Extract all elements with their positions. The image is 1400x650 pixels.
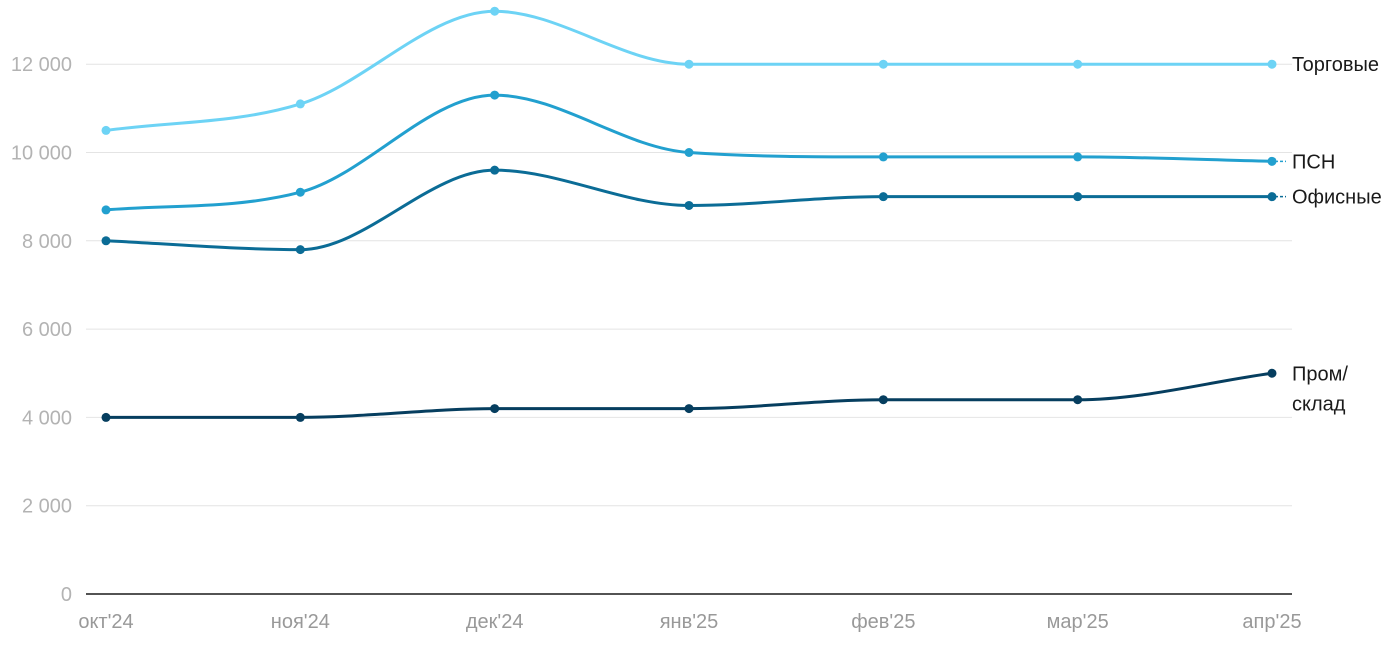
series-label-line: склад	[1292, 393, 1346, 415]
series-end-label: Торговые	[1292, 54, 1379, 76]
series-label-line: Пром/	[1292, 363, 1348, 385]
y-tick-label: 10 000	[11, 143, 72, 165]
data-point	[295, 187, 305, 197]
series-line	[104, 9, 1274, 132]
series-end-label: Офисные	[1275, 187, 1382, 209]
series-3	[101, 165, 1277, 255]
data-point	[684, 200, 694, 210]
x-tick-label: ноя'24	[271, 611, 330, 633]
x-tick-label: фев'25	[851, 611, 915, 633]
data-point	[878, 395, 888, 405]
data-point	[101, 236, 111, 246]
data-point	[1073, 395, 1083, 405]
data-point	[490, 165, 500, 175]
x-tick-label: янв'25	[660, 611, 719, 633]
y-tick-label: 4 000	[22, 407, 72, 429]
y-tick-label: 2 000	[22, 496, 72, 518]
data-point	[490, 6, 500, 16]
data-point	[101, 205, 111, 215]
data-point	[684, 59, 694, 69]
y-tick-label: 6 000	[22, 319, 72, 341]
data-point	[1073, 152, 1083, 162]
data-point	[878, 192, 888, 202]
series-end-label: ПСН	[1275, 151, 1335, 173]
data-point	[490, 404, 500, 414]
data-point	[101, 412, 111, 422]
series-lines	[101, 6, 1277, 422]
x-tick-label: мар'25	[1047, 611, 1109, 633]
series-end-label: Пром/склад	[1292, 363, 1348, 415]
data-point	[878, 59, 888, 69]
series-1	[101, 6, 1277, 135]
data-point	[295, 245, 305, 255]
data-point	[1267, 156, 1277, 166]
x-tick-label: дек'24	[466, 611, 524, 633]
y-tick-label: 0	[61, 584, 72, 606]
data-point	[295, 412, 305, 422]
data-point	[295, 99, 305, 109]
data-point	[1267, 59, 1277, 69]
y-tick-label: 8 000	[22, 231, 72, 253]
y-tick-label: 12 000	[11, 54, 72, 76]
data-point	[101, 125, 111, 135]
data-point	[1073, 192, 1083, 202]
series-label: Торговые	[1292, 54, 1379, 76]
series-label: Офисные	[1292, 187, 1382, 209]
data-point	[684, 404, 694, 414]
x-axis-ticks: окт'24 ноя'24 дек'24 янв'25 фев'25 мар'25 апр'…	[78, 611, 1301, 633]
series-4	[101, 368, 1277, 422]
data-point	[684, 148, 694, 157]
series-2	[101, 90, 1277, 215]
data-point	[490, 90, 500, 100]
x-tick-label: апр'25	[1242, 611, 1301, 633]
gridlines	[86, 63, 1292, 507]
data-point	[878, 152, 888, 162]
data-point	[1267, 192, 1277, 202]
series-labels: Торговые ПСН Офисные Пром/склад	[1275, 54, 1382, 415]
x-tick-label: окт'24	[78, 611, 133, 633]
series-label: ПСН	[1292, 151, 1335, 173]
y-axis-ticks: 0 2 000 4 000 6 000 8 000 10 000 12 000	[11, 54, 72, 606]
data-point	[1267, 368, 1277, 378]
data-point	[1073, 59, 1083, 69]
